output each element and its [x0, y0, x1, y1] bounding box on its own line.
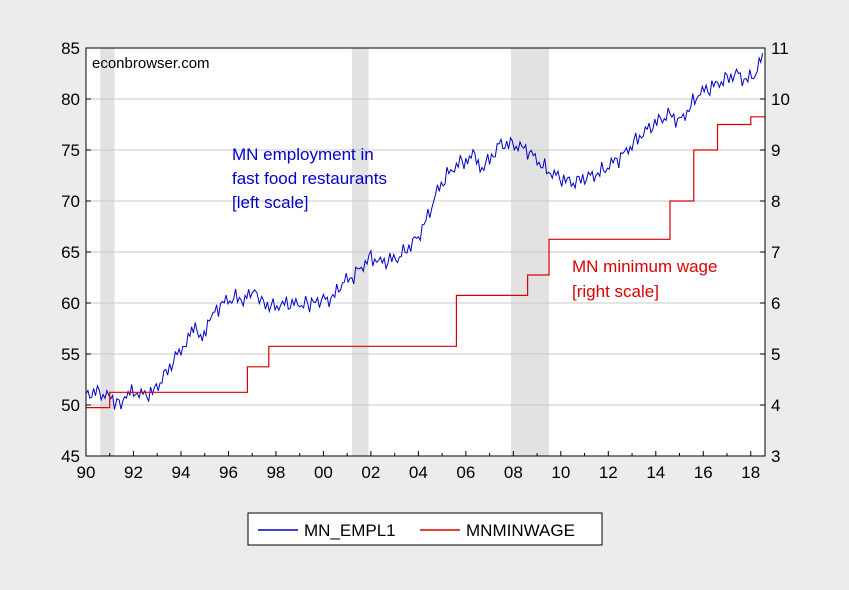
legend: MN_EMPL1 MNMINWAGE — [247, 512, 603, 546]
series-line-mnminwage — [86, 116, 765, 409]
right-tick-label-6: 6 — [771, 294, 780, 313]
left-tick-label-50: 50 — [61, 396, 80, 415]
legend-label-mn-empl1: MN_EMPL1 — [304, 521, 396, 540]
x-tick-label-2016: 16 — [694, 463, 713, 482]
x-tick-label-2010: 10 — [551, 463, 570, 482]
right-tick-label-4: 4 — [771, 396, 780, 415]
left-tick-label-60: 60 — [61, 294, 80, 313]
right-tick-label-5: 5 — [771, 345, 780, 364]
series-lines — [85, 53, 765, 410]
left-tick-label-75: 75 — [61, 141, 80, 160]
annotation-employment: MN employment in fast food restaurants [… — [232, 145, 387, 212]
left-y-axis: 45 50 55 60 65 70 75 80 85 — [61, 39, 91, 466]
right-tick-label-10: 10 — [771, 90, 790, 109]
x-tick-label-2008: 08 — [504, 463, 523, 482]
x-tick-label-2000: 00 — [314, 463, 333, 482]
right-tick-label-3: 3 — [771, 447, 780, 466]
x-tick-label-2002: 02 — [361, 463, 380, 482]
right-tick-label-7: 7 — [771, 243, 780, 262]
left-tick-label-85: 85 — [61, 39, 80, 58]
annotation-employment-line-2: fast food restaurants — [232, 169, 387, 188]
left-tick-label-70: 70 — [61, 192, 80, 211]
annotation-min-wage-line-1: MN minimum wage — [572, 257, 717, 276]
x-tick-label-1990: 90 — [77, 463, 96, 482]
x-tick-label-2012: 12 — [599, 463, 618, 482]
watermark: econbrowser.com — [92, 55, 210, 72]
series-line-mn-empl1 — [85, 53, 764, 410]
right-tick-label-8: 8 — [771, 192, 780, 211]
annotation-min-wage: MN minimum wage [right scale] — [572, 257, 717, 301]
right-tick-label-11: 11 — [771, 39, 789, 58]
x-tick-label-1992: 92 — [124, 463, 143, 482]
x-tick-label-2014: 14 — [646, 463, 665, 482]
left-tick-label-80: 80 — [61, 90, 80, 109]
x-tick-label-2004: 04 — [409, 463, 428, 482]
left-tick-label-45: 45 — [61, 447, 80, 466]
left-tick-label-65: 65 — [61, 243, 80, 262]
x-axis: 90 92 94 96 98 00 02 04 06 08 10 12 14 16 18 — [77, 451, 760, 482]
x-tick-label-1994: 94 — [172, 463, 191, 482]
x-tick-label-2018: 18 — [741, 463, 760, 482]
legend-box — [247, 512, 603, 546]
right-y-axis: 3 4 5 6 7 8 9 10 11 — [760, 39, 790, 466]
x-tick-label-1998: 98 — [266, 463, 285, 482]
left-tick-label-55: 55 — [61, 345, 80, 364]
annotation-min-wage-line-2: [right scale] — [572, 282, 659, 301]
right-tick-label-9: 9 — [771, 141, 780, 160]
annotation-employment-line-3: [left scale] — [232, 193, 309, 212]
grid-lines — [86, 98, 765, 406]
x-tick-label-1996: 96 — [219, 463, 238, 482]
x-tick-label-2006: 06 — [456, 463, 475, 482]
annotation-employment-line-1: MN employment in — [232, 145, 374, 164]
legend-label-mnminwage: MNMINWAGE — [466, 521, 575, 540]
